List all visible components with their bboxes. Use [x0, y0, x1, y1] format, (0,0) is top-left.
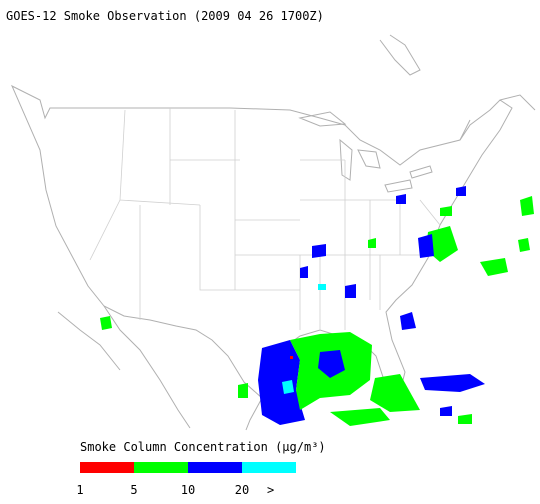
smoke-area — [440, 406, 452, 416]
smoke-area — [282, 380, 294, 394]
base-map — [10, 34, 536, 431]
smoke-area — [418, 234, 434, 258]
smoke-area — [456, 186, 466, 196]
smoke-area — [330, 408, 390, 426]
legend-label: 5 — [130, 483, 137, 497]
legend-title: Smoke Column Concentration (μg/m³) — [80, 440, 326, 454]
smoke-area — [318, 350, 345, 378]
smoke-area — [518, 238, 530, 252]
smoke-area — [400, 312, 416, 330]
smoke-area — [312, 244, 326, 258]
legend-label: 1 — [76, 483, 83, 497]
legend-swatch — [134, 462, 188, 473]
smoke-area — [426, 226, 458, 262]
legend-label: 20 — [235, 483, 249, 497]
legend-swatch — [188, 462, 242, 473]
smoke-area — [345, 284, 356, 298]
smoke-area — [318, 284, 326, 290]
smoke-area — [440, 206, 452, 216]
smoke-area — [480, 258, 508, 276]
legend-swatch — [80, 462, 134, 473]
smoke-area — [100, 316, 112, 330]
legend-label: 10 — [181, 483, 195, 497]
smoke-area — [368, 238, 376, 248]
smoke-area — [238, 383, 248, 398]
canada-coast — [379, 34, 536, 141]
us-outline — [10, 84, 513, 399]
legend-swatch — [242, 462, 296, 473]
smoke-area — [258, 340, 305, 425]
legend-label: > — [267, 483, 274, 497]
smoke-area — [420, 374, 485, 392]
smoke-area — [458, 414, 472, 424]
smoke-area — [290, 356, 293, 359]
legend: 1 5 10 20 > — [76, 462, 296, 497]
map-title: GOES-12 Smoke Observation (2009 04 26 17… — [6, 9, 324, 23]
mexico-coast — [57, 305, 263, 431]
smoke-areas — [100, 186, 534, 426]
smoke-area — [520, 196, 534, 216]
smoke-area — [396, 194, 406, 204]
smoke-area — [300, 266, 308, 278]
smoke-area — [370, 374, 420, 412]
state-lines — [89, 108, 441, 330]
great-lakes — [298, 111, 433, 193]
